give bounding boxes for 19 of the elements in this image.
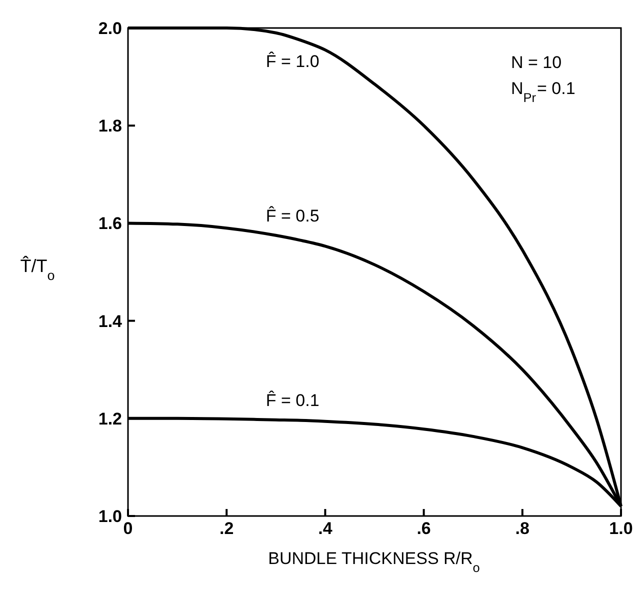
y-tick-label: 1.2 [98, 409, 122, 428]
x-tick-label: .6 [416, 519, 431, 538]
x-axis-title: BUNDLE THICKNESS R/R$_{o}$ [268, 549, 480, 574]
x-tick-label: 1.0 [609, 519, 633, 538]
y-tick-label: 2.0 [98, 19, 122, 38]
x-tick-label: 0 [123, 519, 133, 538]
annotation: N = 10 [511, 53, 562, 72]
x-tick-label: .8 [515, 519, 530, 538]
annotation: F̂ = 1.0 [266, 51, 320, 71]
y-tick-label: 1.0 [98, 507, 122, 526]
y-tick-label: 1.4 [98, 312, 123, 331]
annotation: N$_{Pr}$= 0.1 [511, 79, 576, 104]
x-tick-label: .4 [318, 519, 333, 538]
x-tick-label: .2 [220, 519, 234, 538]
y-axis-title: T̂/T$_{o}$ [20, 255, 55, 282]
annotation: F̂ = 0.5 [266, 206, 320, 226]
y-tick-label: 1.6 [98, 214, 122, 234]
annotation: F̂ = 0.1 [266, 390, 320, 410]
y-tick-label: 1.8 [98, 116, 122, 136]
